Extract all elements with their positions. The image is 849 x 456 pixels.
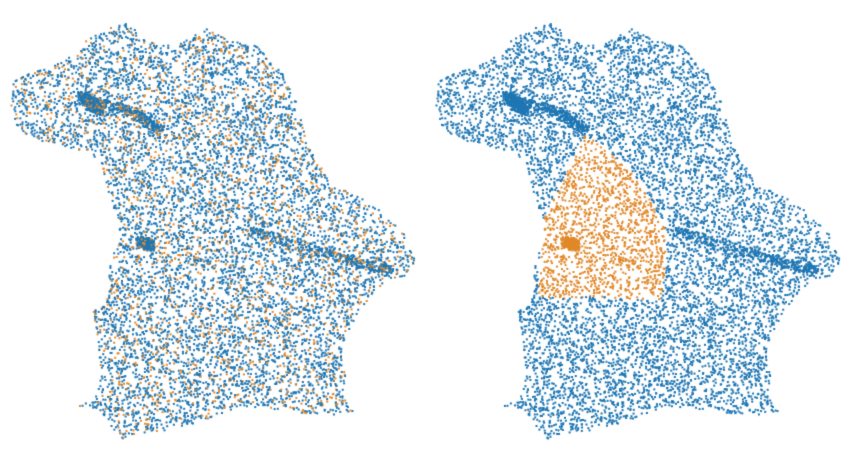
dot-map-canvas [0, 0, 849, 456]
